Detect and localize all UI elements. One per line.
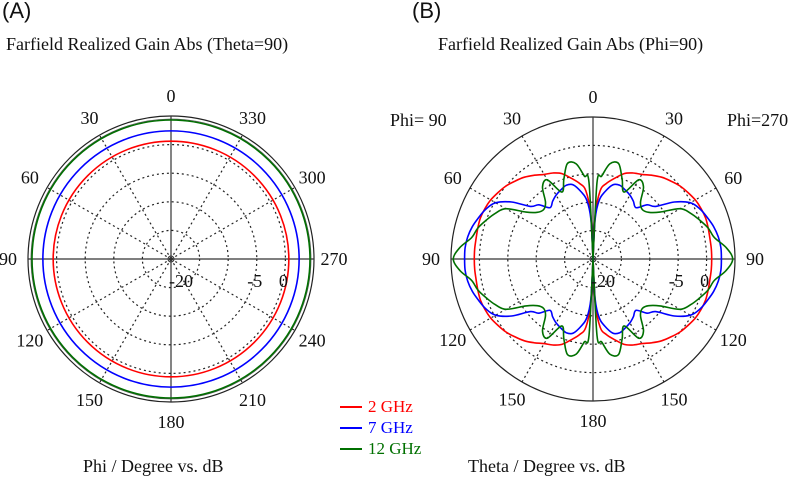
angle-tick-label: 30 <box>81 108 99 128</box>
angle-tick-label: 150 <box>661 389 688 409</box>
grid-spoke <box>592 258 717 331</box>
legend-item: 7 GHz <box>340 417 421 438</box>
series-7-ghz <box>42 130 300 388</box>
grid-spoke <box>592 187 717 260</box>
grid-spoke <box>170 258 296 332</box>
series-12-ghz <box>452 161 734 357</box>
grid-spoke <box>46 186 172 260</box>
series-12-ghz <box>31 119 311 399</box>
polar-plot-b: 0 30 60 90 120 150 180 150 120 90 60 30 -20 -5 0 <box>422 87 764 431</box>
legend-swatch-7ghz <box>340 426 362 429</box>
chart-b-title: Farfield Realized Gain Abs (Phi=90) <box>438 34 704 54</box>
grid-spoke <box>98 134 172 260</box>
angle-tick-label: 90 <box>746 249 764 269</box>
chart-b-xlabel: Theta / Degree vs. dB <box>468 456 626 476</box>
grid-spoke <box>521 258 594 383</box>
grid-spoke <box>592 258 665 383</box>
angle-tick-label: 120 <box>439 330 466 350</box>
grid-spoke <box>170 186 296 260</box>
angle-tick-label: 60 <box>21 168 39 188</box>
legend-swatch-2ghz <box>340 405 362 408</box>
panel-b-label: (B) <box>412 0 442 23</box>
grid-spoke <box>98 258 172 384</box>
angle-tick-label: 210 <box>239 390 266 410</box>
angle-tick-label: 60 <box>724 168 742 188</box>
angle-tick-label: 240 <box>299 331 326 351</box>
legend: 2 GHz 7 GHz 12 GHz <box>340 396 421 459</box>
radial-tick-label: -5 <box>669 271 684 291</box>
legend-item: 2 GHz <box>340 396 421 417</box>
grid-spoke <box>469 258 594 331</box>
radial-tick-label: 0 <box>279 271 288 291</box>
chart-a-title: Farfield Realized Gain Abs (Theta=90) <box>6 34 289 54</box>
angle-tick-label: 0 <box>167 86 176 106</box>
grid-spoke <box>170 134 244 260</box>
angle-tick-label: 150 <box>499 389 526 409</box>
angle-tick-label: 30 <box>503 109 521 129</box>
angle-tick-label: 330 <box>239 108 266 128</box>
radial-tick-label: -5 <box>247 271 262 291</box>
legend-label: 12 GHz <box>368 438 422 458</box>
angle-tick-label: 180 <box>158 412 185 432</box>
legend-label: 2 GHz <box>368 396 413 416</box>
chart-a-xlabel: Phi / Degree vs. dB <box>83 456 224 476</box>
grid-spoke <box>592 135 665 260</box>
angle-tick-label: 180 <box>580 411 607 431</box>
radial-tick-label: -20 <box>169 271 193 291</box>
angle-tick-label: 90 <box>422 249 440 269</box>
angle-tick-label: 120 <box>16 331 43 351</box>
legend-item: 12 GHz <box>340 438 421 459</box>
grid-spoke <box>170 258 244 384</box>
angle-tick-label: 90 <box>0 249 17 269</box>
legend-swatch-12ghz <box>340 447 362 450</box>
angle-tick-label: 120 <box>720 330 747 350</box>
angle-tick-label: 300 <box>299 168 326 188</box>
grid-spoke <box>521 135 594 260</box>
legend-label: 7 GHz <box>368 417 413 437</box>
angle-tick-label: 60 <box>444 168 462 188</box>
angle-tick-label: 0 <box>589 87 598 107</box>
panel-a-label: (A) <box>2 0 32 23</box>
polar-plot-a: 0 30 60 90 120 150 180 210 240 270 300 330 -20 -5 0 <box>0 86 348 432</box>
radial-tick-label: 0 <box>700 271 709 291</box>
series-2-ghz <box>52 140 290 378</box>
grid-spoke <box>469 187 594 260</box>
angle-tick-label: 150 <box>76 390 103 410</box>
chart-b-left-side-label: Phi= 90 <box>390 110 447 130</box>
radial-tick-label: -20 <box>591 271 615 291</box>
grid-spoke <box>46 258 172 332</box>
angle-tick-label: 30 <box>665 109 683 129</box>
angle-tick-label: 270 <box>321 249 348 269</box>
chart-b-right-side-label: Phi=270 <box>727 110 789 130</box>
